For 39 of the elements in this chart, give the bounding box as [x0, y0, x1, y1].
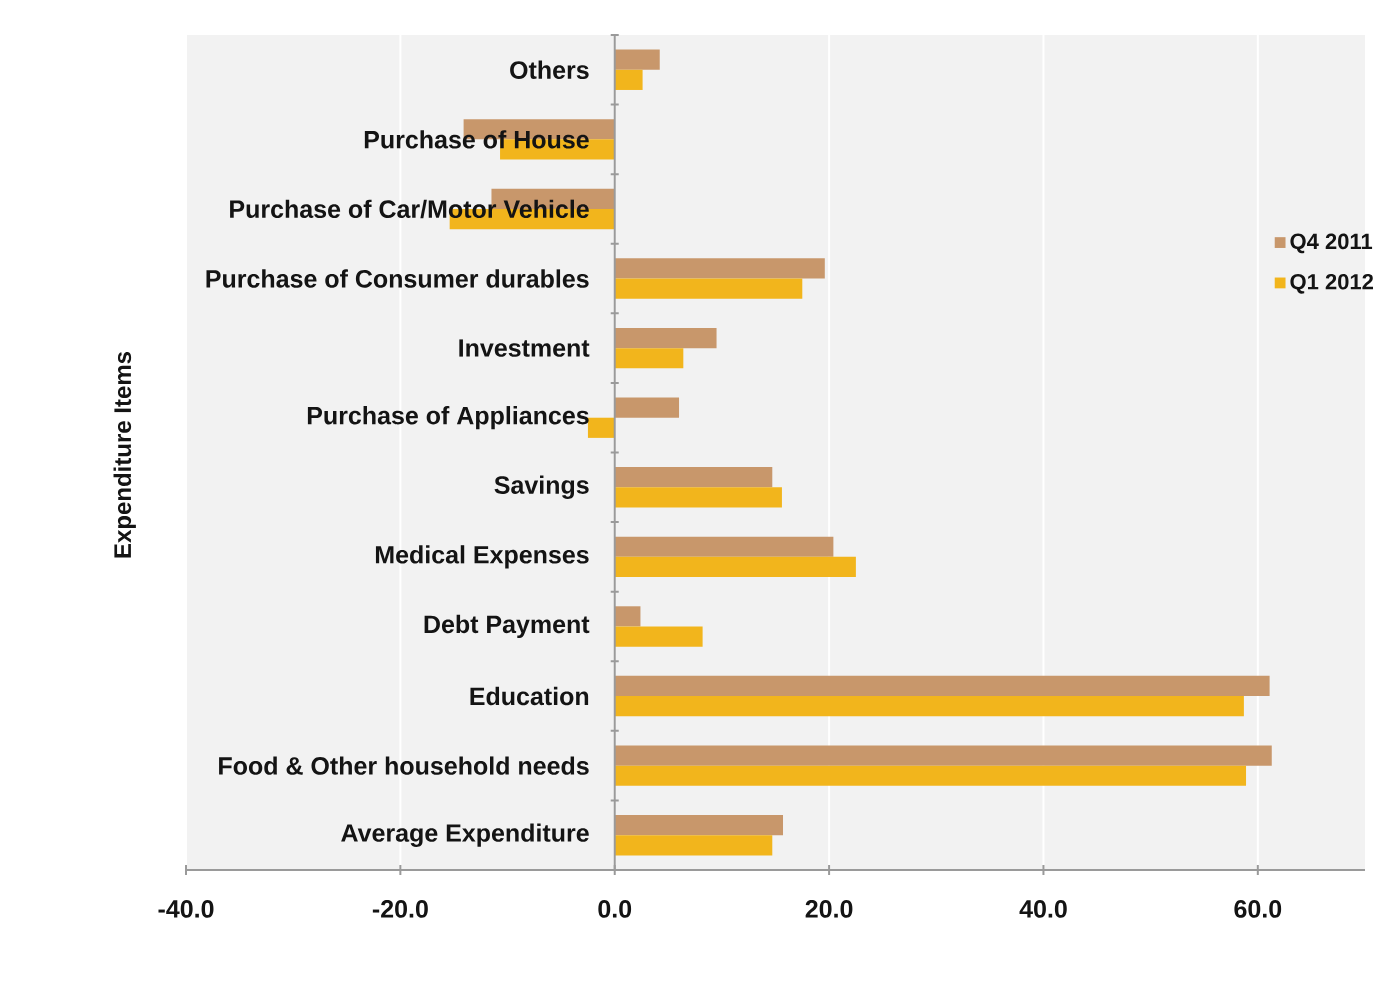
- y-tick-label: Purchase of Appliances: [307, 406, 589, 430]
- bar: [614, 258, 825, 279]
- bar: [614, 745, 1272, 766]
- bar: [614, 69, 643, 90]
- bar: [614, 278, 803, 299]
- bar: [614, 348, 684, 369]
- y-tick-label: Debt Payment: [424, 614, 590, 639]
- bar: [587, 417, 615, 438]
- legend-label: Q4 2011: [1290, 233, 1373, 254]
- bar: [614, 675, 1270, 697]
- y-tick-label: Medical Expenses: [375, 545, 589, 569]
- y-tick-label: Others: [510, 60, 589, 79]
- bar: [614, 696, 1244, 717]
- bar: [614, 765, 1247, 786]
- bar: [614, 536, 834, 557]
- y-axis-title: Expenditure Items: [113, 351, 136, 558]
- bar: [614, 467, 773, 488]
- bar: [614, 49, 660, 70]
- bar: [614, 626, 703, 647]
- bar: [614, 397, 680, 418]
- y-tick-label: Savings: [494, 475, 589, 499]
- x-tick-label: -20.0: [372, 900, 428, 918]
- x-tick-label: 0.0: [598, 900, 632, 918]
- bar: [614, 327, 717, 349]
- bar: [614, 815, 784, 836]
- x-tick-label: 60.0: [1234, 900, 1282, 918]
- y-tick-label: Purchase of Consumer durables: [206, 269, 589, 288]
- y-tick-label: Average Expenditure: [341, 823, 589, 847]
- x-tick-label: 20.0: [805, 900, 853, 918]
- x-tick-label: 40.0: [1019, 900, 1067, 918]
- legend-label: Q1 2012: [1290, 273, 1374, 294]
- x-tick-label: -40.0: [158, 900, 214, 918]
- y-tick-label: Education: [470, 686, 589, 706]
- bar: [614, 556, 856, 578]
- bar: [614, 835, 773, 856]
- bar: [614, 487, 782, 508]
- y-tick-label: Food & Other household needs: [219, 756, 589, 775]
- y-tick-label: Investment: [459, 339, 590, 357]
- bar: [614, 606, 641, 627]
